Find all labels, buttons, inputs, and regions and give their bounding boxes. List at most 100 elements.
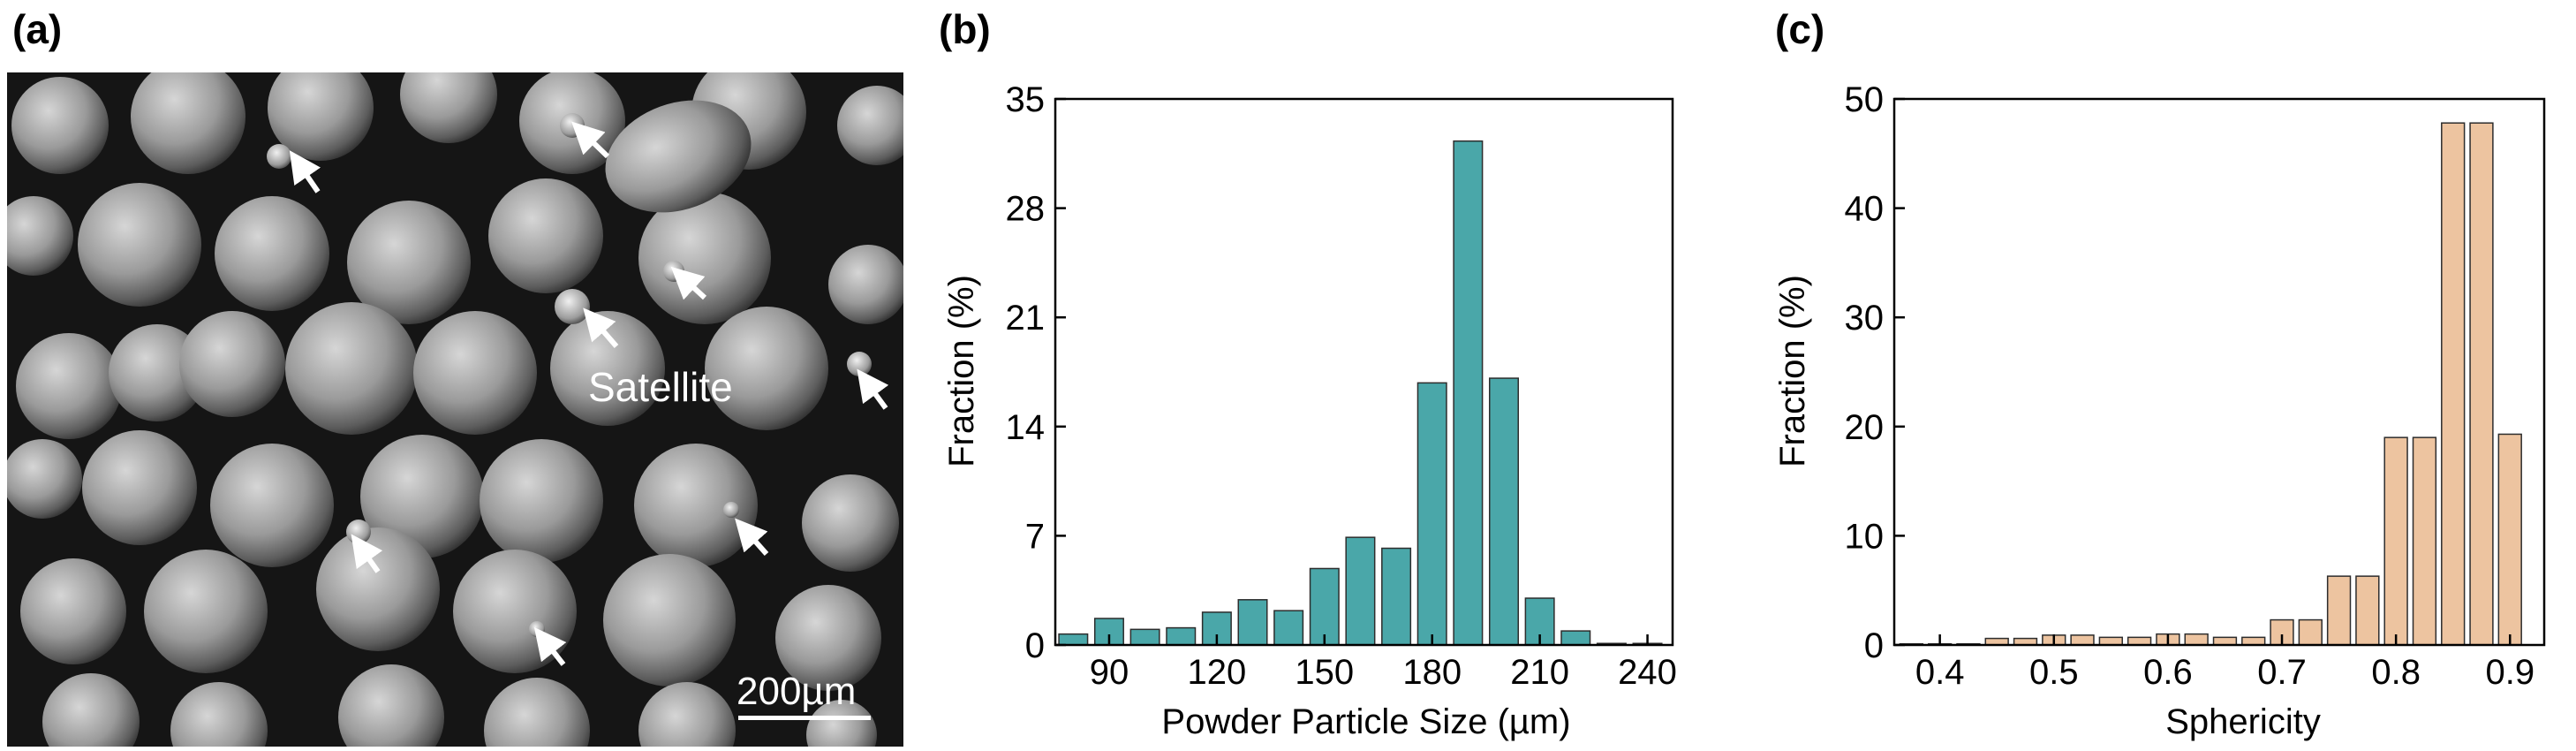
satellite-particle xyxy=(346,520,371,544)
histogram-bar xyxy=(2355,575,2380,646)
powder-particle xyxy=(775,585,881,691)
sem-micrograph: Satellite 200µm xyxy=(7,72,903,747)
y-tick-label: 28 xyxy=(1006,190,1046,229)
x-tick-label: 90 xyxy=(1090,653,1129,692)
histogram-bar xyxy=(2127,636,2152,646)
powder-particle xyxy=(144,550,268,673)
powder-particle xyxy=(210,444,334,567)
powder-particle xyxy=(603,554,736,687)
satellite-particle xyxy=(560,113,585,138)
histogram-bar xyxy=(1129,628,1160,646)
powder-particle xyxy=(268,72,374,161)
satellite-particle xyxy=(723,502,739,518)
panel-label-c: (c) xyxy=(1775,6,1825,52)
powder-particle xyxy=(170,682,268,747)
x-tick-label: 0.5 xyxy=(2029,653,2079,692)
x-tick-label: 0.7 xyxy=(2257,653,2307,692)
scale-bar-label: 200µm xyxy=(737,670,856,713)
powder-particle xyxy=(828,245,903,324)
y-axis-label: Fraction (%) xyxy=(1773,275,1812,467)
powder-particle xyxy=(338,664,444,747)
histogram-bar xyxy=(1166,626,1197,646)
particle-size-histogram: Fraction (%) Powder Particle Size (µm) 0… xyxy=(942,80,1677,741)
satellite-particle xyxy=(847,352,872,376)
y-axis-label: Fraction (%) xyxy=(942,275,981,467)
histogram-bar xyxy=(2441,122,2466,646)
satellite-arrow xyxy=(735,518,769,556)
histogram-bar xyxy=(2497,433,2522,646)
powder-particle xyxy=(480,439,603,563)
histogram-bar xyxy=(1345,536,1376,646)
powder-particle xyxy=(131,72,246,174)
satellite-arrow xyxy=(571,121,610,159)
satellite-arrow xyxy=(583,307,619,348)
x-tick-label: 0.6 xyxy=(2143,653,2193,692)
x-axis-label: Sphericity xyxy=(2165,702,2321,741)
powder-particle xyxy=(484,678,590,747)
x-tick-label: 120 xyxy=(1188,653,1247,692)
histogram-bar xyxy=(2298,618,2323,646)
histogram-bar xyxy=(2070,634,2095,646)
powder-particle xyxy=(638,682,736,747)
x-tick-label: 0.9 xyxy=(2485,653,2534,692)
powder-particle xyxy=(179,311,285,417)
x-tick-label: 150 xyxy=(1295,653,1354,692)
powder-particle xyxy=(7,439,82,519)
satellite-arrow xyxy=(857,368,889,410)
powder-particle xyxy=(42,673,140,747)
powder-particle xyxy=(285,302,418,435)
satellite-arrows xyxy=(289,121,889,666)
histogram-bar xyxy=(1273,610,1304,646)
powder-particles xyxy=(7,72,903,747)
satellite-particle xyxy=(663,261,684,282)
plot-frame xyxy=(1054,97,1674,647)
powder-particle xyxy=(806,700,877,747)
powder-particle xyxy=(215,196,329,311)
histogram-bar xyxy=(2412,436,2437,646)
histogram-bar xyxy=(2469,122,2494,646)
powder-particle xyxy=(605,100,752,213)
x-tick-label: 240 xyxy=(1618,653,1677,692)
histogram-bar xyxy=(1309,567,1340,646)
y-tick-label: 50 xyxy=(1845,80,1885,119)
panel-label-a: (a) xyxy=(12,6,63,52)
scale-bar xyxy=(738,716,871,720)
histogram-bar xyxy=(1560,630,1591,646)
powder-particle xyxy=(837,86,903,165)
satellite-arrow xyxy=(533,626,567,666)
powder-particle xyxy=(82,430,197,545)
histogram-bar xyxy=(1416,382,1447,646)
y-tick-label: 0 xyxy=(1864,626,1884,665)
satellite-annotation: Satellite xyxy=(588,364,733,410)
powder-particle xyxy=(316,527,440,651)
satellite-arrow xyxy=(351,534,383,573)
powder-particle xyxy=(20,558,126,664)
y-tick-label: 0 xyxy=(1025,626,1045,665)
powder-particle xyxy=(550,311,665,426)
powder-particle xyxy=(360,435,484,558)
y-tick-label: 30 xyxy=(1845,299,1885,338)
powder-particle xyxy=(413,311,537,435)
y-tick-label: 40 xyxy=(1845,190,1885,229)
powder-particle xyxy=(634,444,758,567)
powder-particle xyxy=(7,196,73,276)
x-tick-label: 210 xyxy=(1510,653,1569,692)
powder-particle xyxy=(802,474,899,572)
y-tick-label: 14 xyxy=(1006,408,1046,447)
x-tick-label: 0.4 xyxy=(1915,653,1965,692)
satellite-particle xyxy=(555,289,590,324)
x-tick-label: 180 xyxy=(1402,653,1462,692)
y-tick-label: 21 xyxy=(1006,299,1046,338)
powder-particle xyxy=(109,324,206,421)
satellite-arrow xyxy=(289,150,321,193)
powder-particle xyxy=(705,307,828,430)
histogram-bar xyxy=(1058,633,1089,646)
powder-particle xyxy=(78,183,201,307)
histogram-bar xyxy=(2212,636,2238,646)
histogram-bar xyxy=(2098,636,2123,646)
x-axis-label: Powder Particle Size (µm) xyxy=(1161,702,1570,741)
histogram-bar xyxy=(2326,575,2352,646)
histogram-bar xyxy=(2184,633,2209,646)
y-tick-label: 7 xyxy=(1025,517,1045,556)
x-tick-label: 0.8 xyxy=(2371,653,2421,692)
